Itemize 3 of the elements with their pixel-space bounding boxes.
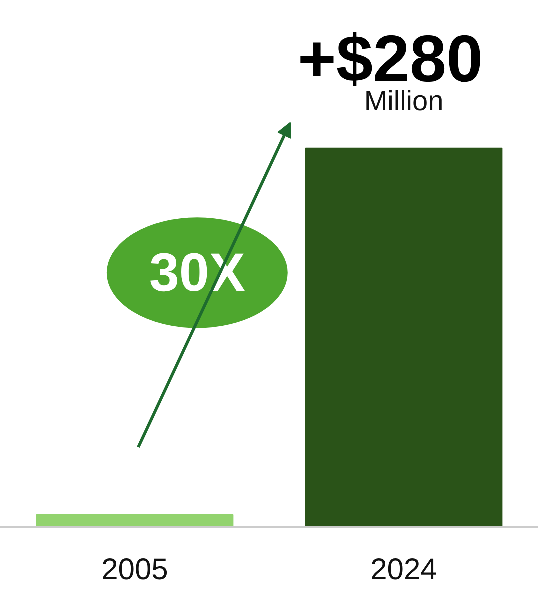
annotation: 30X — [149, 242, 246, 303]
x-tick-label: 2024 — [370, 554, 438, 586]
x-tick-label: 2005 — [102, 554, 168, 586]
